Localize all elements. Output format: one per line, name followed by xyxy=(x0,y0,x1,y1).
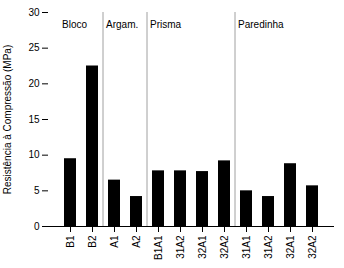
svg-text:32A1: 32A1 xyxy=(197,235,208,259)
svg-text:A2: A2 xyxy=(131,235,142,248)
svg-text:Paredinha: Paredinha xyxy=(238,19,284,30)
svg-text:Prisma: Prisma xyxy=(150,19,182,30)
svg-text:B1A1: B1A1 xyxy=(153,235,164,260)
svg-text:25: 25 xyxy=(28,42,40,53)
svg-text:30: 30 xyxy=(28,7,40,18)
svg-text:32A2: 32A2 xyxy=(307,235,318,259)
svg-text:31A1: 31A1 xyxy=(241,235,252,259)
svg-text:Bloco: Bloco xyxy=(62,19,87,30)
svg-text:31A2: 31A2 xyxy=(263,235,274,259)
svg-text:15: 15 xyxy=(28,114,40,125)
svg-text:Argam.: Argam. xyxy=(106,19,138,30)
svg-text:10: 10 xyxy=(28,149,40,160)
svg-text:5: 5 xyxy=(34,185,40,196)
svg-text:A1: A1 xyxy=(109,235,120,248)
svg-text:20: 20 xyxy=(28,78,40,89)
svg-text:B2: B2 xyxy=(87,235,98,248)
svg-text:Resistência à Compressão (MPa): Resistência à Compressão (MPa) xyxy=(2,45,13,195)
svg-text:B1: B1 xyxy=(65,235,76,248)
svg-text:31A2: 31A2 xyxy=(175,235,186,259)
svg-text:0: 0 xyxy=(34,221,40,232)
svg-text:32A2: 32A2 xyxy=(219,235,230,259)
svg-text:32A1: 32A1 xyxy=(285,235,296,259)
